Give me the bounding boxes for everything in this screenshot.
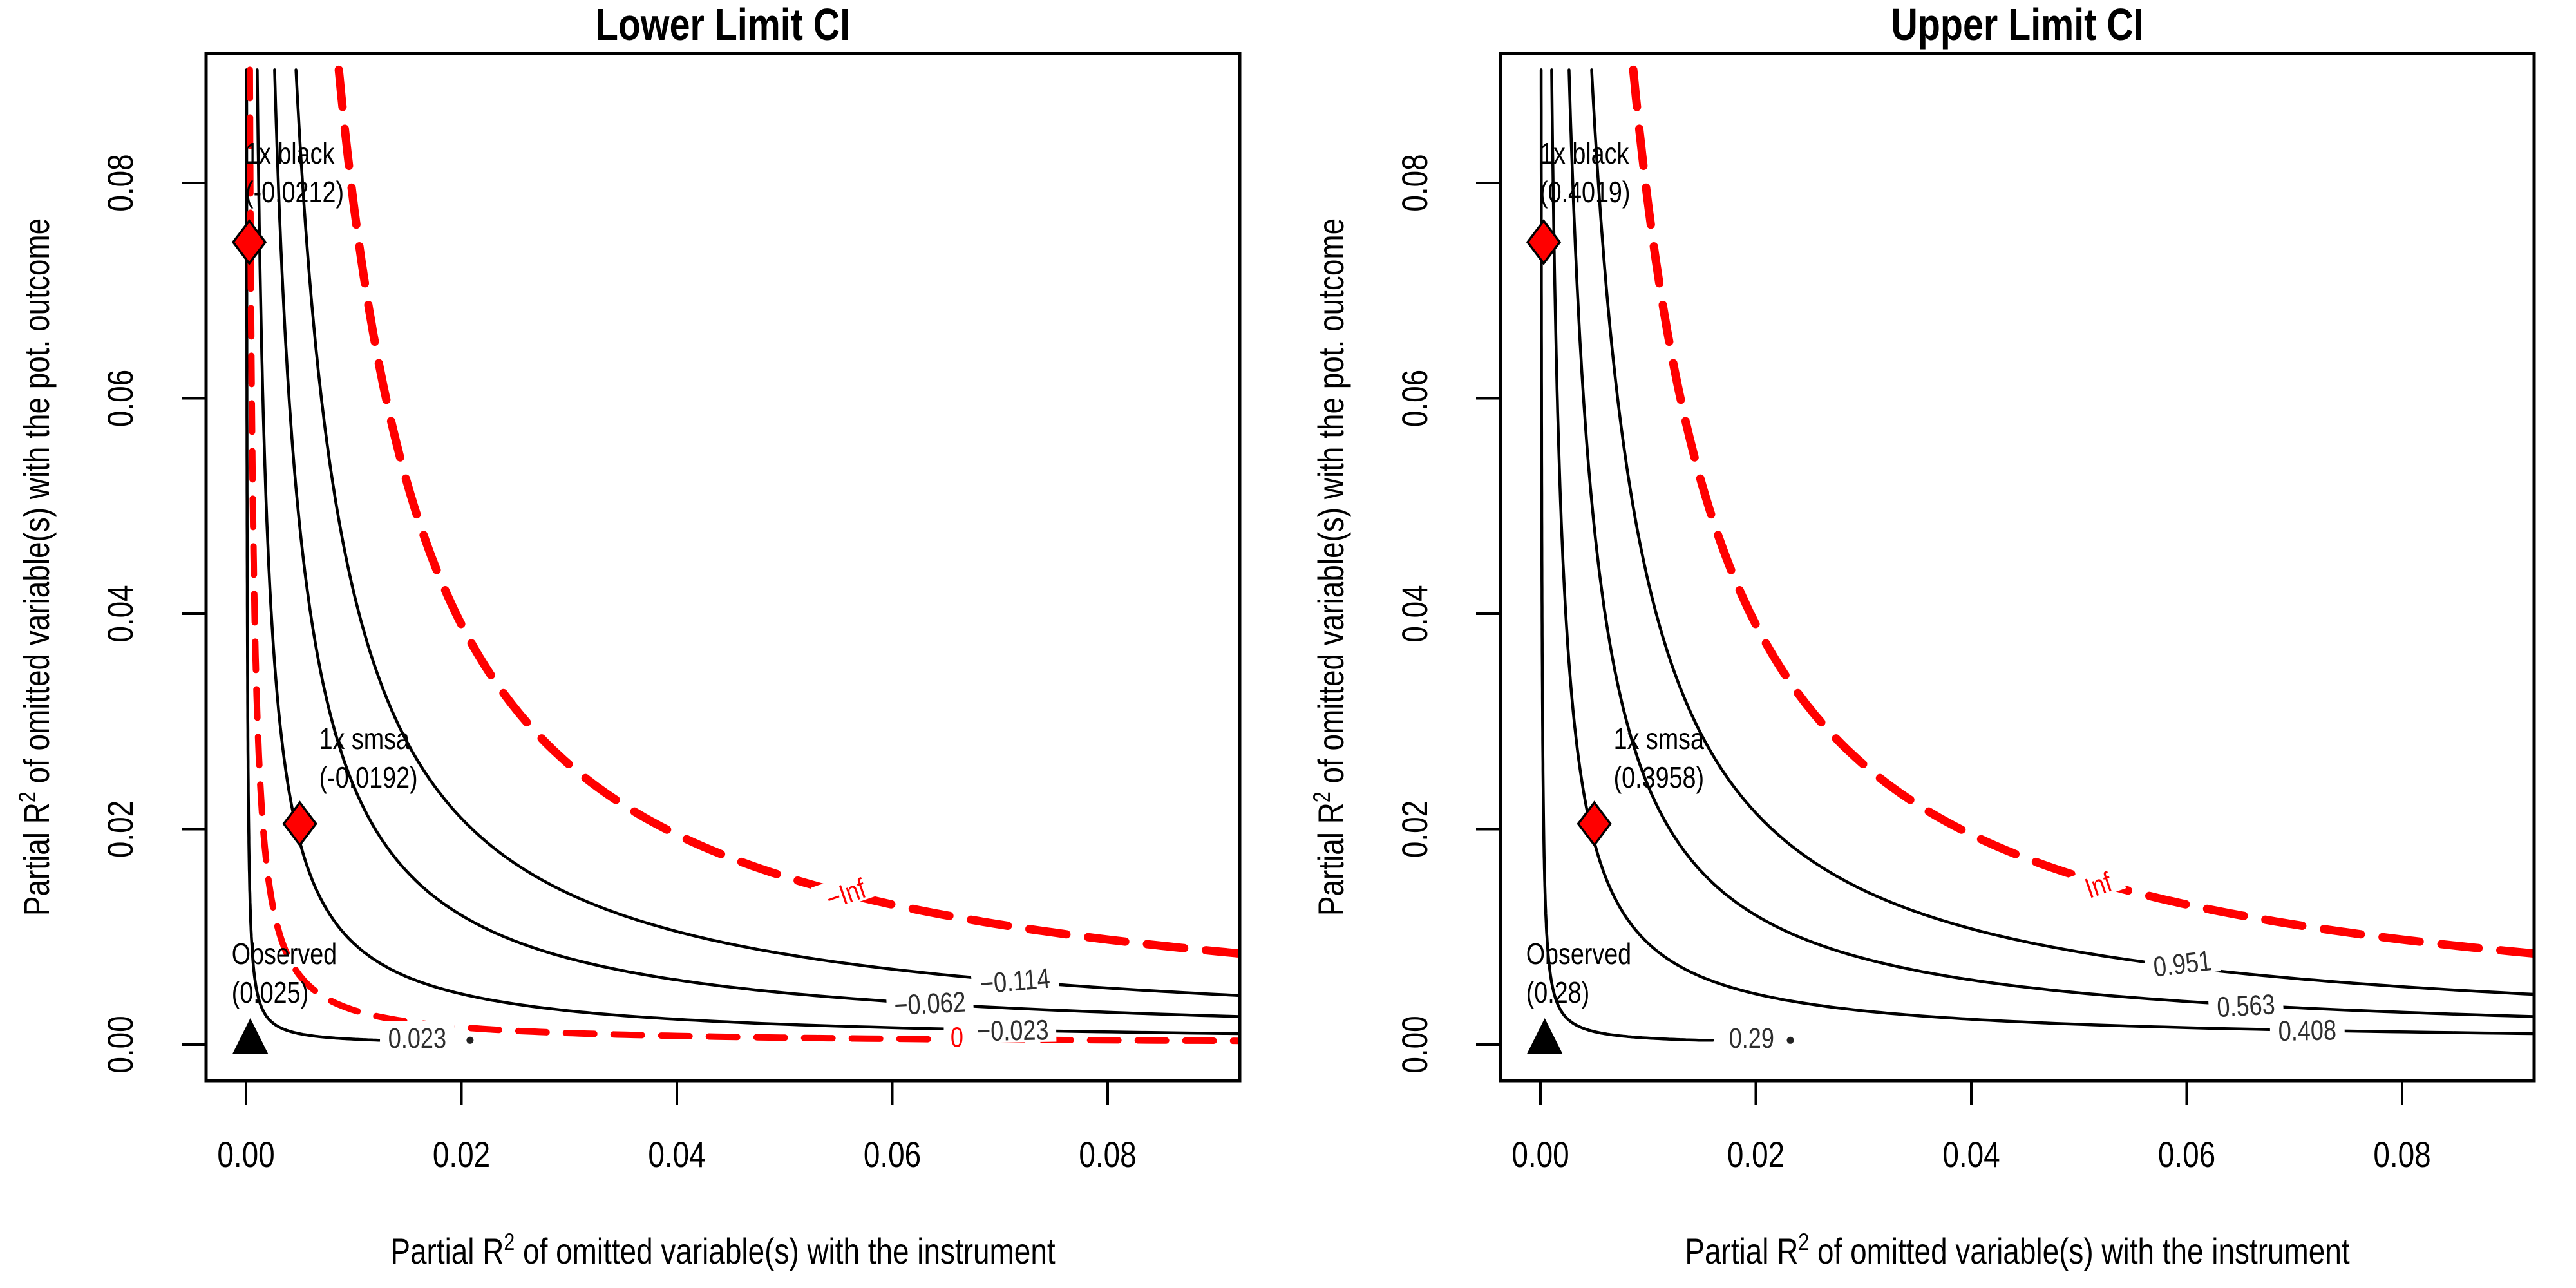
annotation-bench-black-line1: 1x black (245, 137, 335, 169)
annotation-bench-black-line2: (-0.0212) (245, 175, 344, 208)
x-tick-label: 0.06 (2158, 1135, 2215, 1175)
x-tick-label: 0.02 (433, 1135, 490, 1175)
x-tick-label: 0.00 (217, 1135, 274, 1175)
contour-line-Inf (1629, 65, 2534, 958)
observed-marker (232, 1018, 269, 1054)
y-tick-label: 0.00 (1395, 1016, 1435, 1073)
annotation-observed-line2: (0.28) (1526, 976, 1589, 1009)
contour-line-fragment-dot (1786, 1036, 1794, 1044)
panel-title: Lower Limit CI (596, 0, 850, 50)
y-tick-label: 0.06 (100, 370, 140, 427)
y-tick-label: 0.02 (100, 800, 140, 858)
y-axis-label: Partial R2 of omitted variable(s) with t… (14, 218, 57, 916)
y-tick-label: 0.06 (1395, 370, 1435, 427)
y-tick-label: 0.00 (100, 1016, 140, 1073)
contour-line-0 (246, 66, 1240, 1045)
observed-marker (1526, 1018, 1563, 1054)
contour-label-text: 0.023 (388, 1023, 446, 1054)
plot-area (245, 65, 1240, 1045)
x-axis-label: Partial R2 of omitted variable(s) with t… (390, 1229, 1055, 1271)
benchmark-marker-bench-smsa (282, 800, 317, 848)
contour-label-text: 0.563 (2216, 989, 2276, 1023)
y-tick-label: 0.04 (1395, 585, 1435, 642)
y-tick-label: 0.02 (1395, 800, 1435, 858)
contour-label-0.951: 0.951 (2143, 942, 2221, 983)
contour-line-fragment-dot (466, 1036, 474, 1044)
y-tick-label: 0.08 (100, 154, 140, 211)
x-tick-label: 0.06 (864, 1135, 921, 1175)
x-tick-label: 0.02 (1727, 1135, 1785, 1175)
contour-label-0.023: 0.023 (380, 1021, 455, 1054)
contour-line--0.114 (294, 68, 1240, 998)
benchmark-marker-bench-smsa (1577, 800, 1612, 848)
contour-line-0.563 (1567, 68, 2534, 1018)
plot-border (1499, 52, 2536, 1083)
contour-label--Inf: −Inf (811, 867, 880, 915)
x-tick-label: 0.08 (1079, 1135, 1136, 1175)
contour-label-0.29: 0.29 (1720, 1021, 1783, 1054)
contour-label--0.062: −0.062 (886, 984, 974, 1021)
contour-line-0.408 (1550, 68, 2534, 1036)
plot-border (204, 52, 1242, 1083)
contour-line--Inf (334, 65, 1240, 958)
x-axis-label: Partial R2 of omitted variable(s) with t… (1685, 1229, 2349, 1271)
annotation-bench-smsa-line1: 1x smsa (1614, 723, 1705, 755)
panel-title: Upper Limit CI (1891, 0, 2143, 50)
contour-label-text: 0 (951, 1021, 963, 1053)
contour-label-text: 0.951 (2152, 945, 2213, 983)
annotation-bench-smsa-line2: (0.3958) (1614, 761, 1704, 794)
y-tick-label: 0.04 (100, 585, 140, 642)
contour-label-0: 0 (943, 1019, 971, 1053)
contour-line-0.951 (1590, 68, 2534, 996)
contour-label-text: 0.29 (1729, 1023, 1774, 1054)
benchmark-marker-bench-black (231, 219, 267, 265)
annotation-bench-black-line1: 1x black (1540, 137, 1629, 169)
contour-label-text: −0.114 (979, 962, 1052, 999)
annotation-bench-black-line2: (0.4019) (1540, 175, 1630, 208)
contour-line--0.023 (256, 68, 1240, 1036)
contour-label-text: −0.023 (977, 1014, 1049, 1047)
annotation-bench-smsa-line1: 1x smsa (319, 723, 410, 755)
x-tick-label: 0.04 (1942, 1135, 2000, 1175)
annotation-observed-line1: Observed (1526, 937, 1631, 970)
y-tick-label: 0.08 (1395, 154, 1435, 211)
annotation-bench-smsa-line2: (-0.0192) (319, 761, 418, 794)
contour-label-0.563: 0.563 (2208, 987, 2284, 1023)
y-axis-label: Partial R2 of omitted variable(s) with t… (1309, 218, 1351, 916)
annotation-observed-line1: Observed (232, 937, 337, 970)
x-tick-label: 0.00 (1511, 1135, 1569, 1175)
contour-label-text: −0.062 (893, 986, 967, 1021)
x-tick-label: 0.08 (2373, 1135, 2430, 1175)
contour-label--0.023: −0.023 (969, 1012, 1057, 1047)
contour-label-0.408: 0.408 (2269, 1012, 2345, 1047)
contour-label-text: 0.408 (2278, 1014, 2336, 1047)
contour-line-0.29 (1539, 68, 1714, 1042)
contour-label--0.114: −0.114 (970, 960, 1059, 1000)
contour-line-0.023 (245, 68, 386, 1042)
benchmark-marker-bench-black (1526, 219, 1562, 265)
annotation-observed-line2: (0.025) (232, 976, 308, 1009)
x-tick-label: 0.04 (648, 1135, 705, 1175)
contour-label-Inf: Inf (2069, 860, 2126, 905)
contour-line--0.062 (273, 68, 1240, 1018)
plot-area (1539, 65, 2534, 1044)
panel-lower: 0.023 0 −0.023 −0.062 −0.114 −Inf 0.00 0.02 0.04… (14, 0, 1242, 1271)
